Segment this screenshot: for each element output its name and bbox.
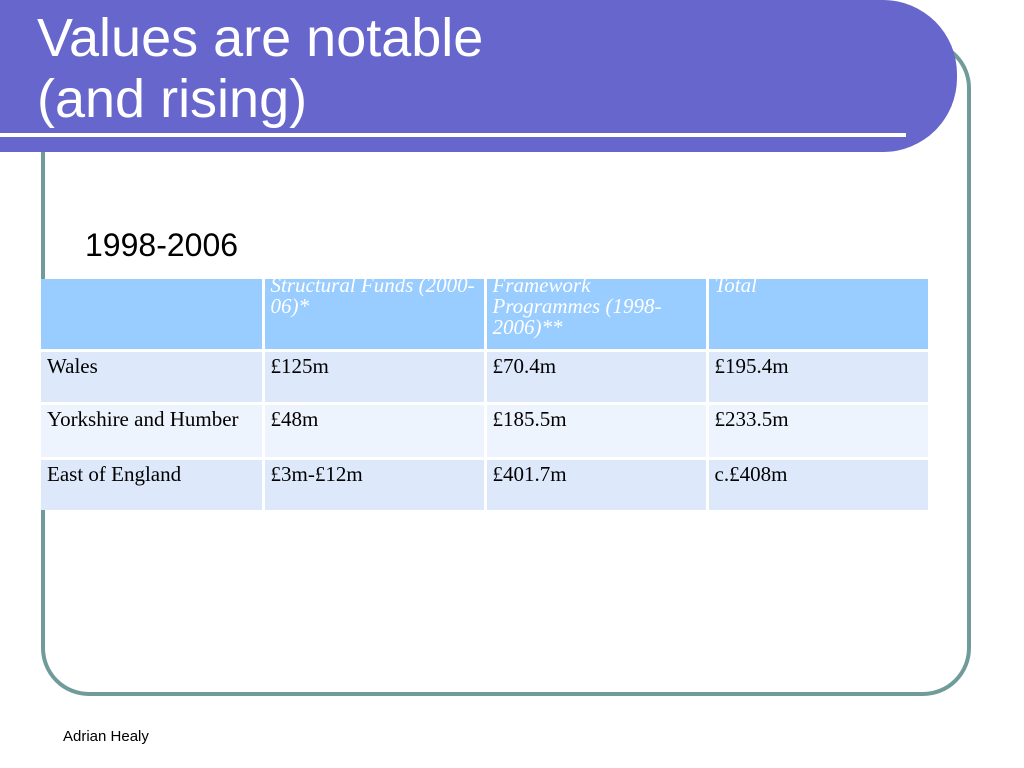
table-row: East of England £3m-£12m £401.7m c.£408m — [41, 457, 928, 510]
cell-structural-funds: £3m-£12m — [261, 457, 485, 510]
cell-total: c.£408m — [705, 457, 928, 510]
header-total: Total — [705, 279, 928, 351]
slide-title-line-1: Values are notable — [37, 8, 484, 68]
header-structural-funds: Structural Funds (2000-06)* — [261, 279, 485, 351]
cell-total: £195.4m — [705, 349, 928, 404]
cell-region: East of England — [41, 457, 263, 510]
cell-framework-programmes: £185.5m — [483, 402, 707, 459]
footer-author: Adrian Healy — [63, 728, 149, 745]
header-region — [41, 279, 263, 351]
cell-region: Yorkshire and Humber — [41, 402, 263, 459]
table-row: Yorkshire and Humber £48m £185.5m £233.5… — [41, 402, 928, 459]
period-subtitle: 1998-2006 — [85, 227, 239, 263]
table-header-row: Structural Funds (2000-06)* Framework Pr… — [41, 279, 928, 351]
funding-table: Structural Funds (2000-06)* Framework Pr… — [41, 279, 928, 510]
cell-region: Wales — [41, 349, 263, 404]
cell-structural-funds: £48m — [261, 402, 485, 459]
slide-title-line-2: (and rising) — [37, 69, 308, 129]
cell-structural-funds: £125m — [261, 349, 485, 404]
cell-total: £233.5m — [705, 402, 928, 459]
title-band: Values are notable (and rising) — [0, 0, 957, 152]
header-framework-programmes: Framework Programmes (1998-2006)** — [483, 279, 707, 351]
cell-framework-programmes: £401.7m — [483, 457, 707, 510]
slide-title: Values are notable (and rising) — [37, 8, 483, 130]
table-row: Wales £125m £70.4m £195.4m — [41, 349, 928, 404]
cell-framework-programmes: £70.4m — [483, 349, 707, 404]
title-underline — [0, 133, 906, 137]
